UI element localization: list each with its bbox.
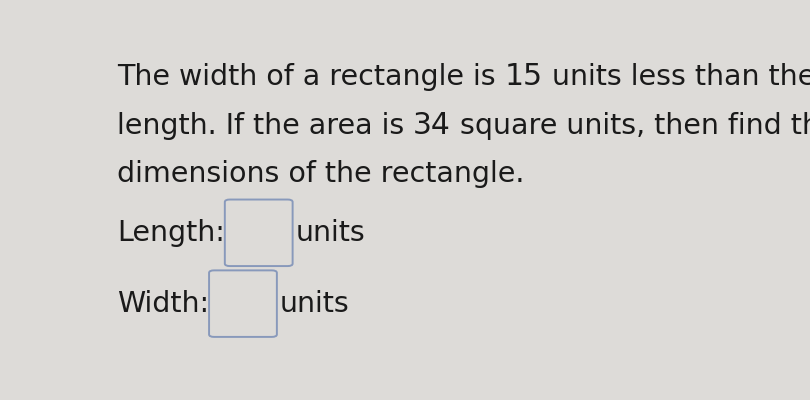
Text: length. If the area is: length. If the area is xyxy=(117,112,413,140)
FancyBboxPatch shape xyxy=(225,200,292,266)
Text: Width:: Width: xyxy=(117,290,209,318)
Text: The width of a rectangle is: The width of a rectangle is xyxy=(117,63,505,91)
Text: 34: 34 xyxy=(413,111,451,140)
Text: units: units xyxy=(295,219,364,247)
Text: units less than the: units less than the xyxy=(543,63,810,91)
Text: square units, then find the: square units, then find the xyxy=(451,112,810,140)
Text: units: units xyxy=(279,290,349,318)
Text: 15: 15 xyxy=(505,62,543,91)
Text: Length:: Length: xyxy=(117,219,225,247)
Text: dimensions of the rectangle.: dimensions of the rectangle. xyxy=(117,160,524,188)
FancyBboxPatch shape xyxy=(209,270,277,337)
